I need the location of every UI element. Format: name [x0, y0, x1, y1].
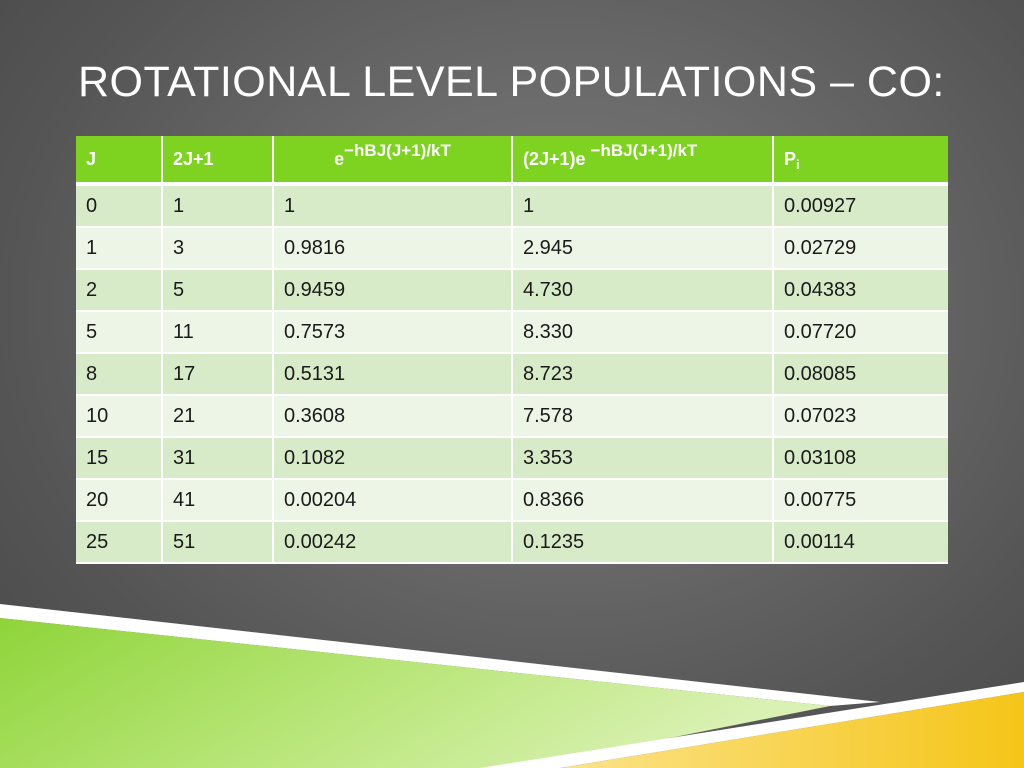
cell-degeneracy: 5: [162, 269, 274, 312]
table-header-row: J 2J+1 e−hBJ(J+1)/kT (2J+1)e −hBJ(J+1)/k…: [76, 136, 948, 186]
green-stripe: [0, 618, 830, 768]
cell-population: 0.02729: [773, 227, 948, 270]
cell-population: 0.00114: [773, 521, 948, 564]
yellow-stripe: [560, 692, 1024, 768]
table-row: 20 41 0.00204 0.8366 0.00775: [76, 479, 948, 522]
cell-degeneracy: 11: [162, 311, 274, 354]
cell-population: 0.07023: [773, 395, 948, 438]
cell-weighted-factor: 7.578: [512, 395, 774, 438]
slide-title: ROTATIONAL LEVEL POPULATIONS – CO:: [78, 58, 945, 106]
table-row: 8 17 0.5131 8.723 0.08085: [76, 353, 948, 396]
cell-degeneracy: 17: [162, 353, 274, 396]
cell-boltzmann-factor: 0.3608: [273, 395, 513, 438]
cell-population: 0.00927: [773, 184, 948, 228]
cell-j: 2: [76, 269, 163, 312]
cell-j: 25: [76, 521, 163, 564]
cell-degeneracy: 31: [162, 437, 274, 480]
population-table: J 2J+1 e−hBJ(J+1)/kT (2J+1)e −hBJ(J+1)/k…: [76, 136, 948, 564]
white-stripe-upper: [0, 604, 880, 706]
cell-boltzmann-factor: 0.00204: [273, 479, 513, 522]
cell-boltzmann-factor: 0.1082: [273, 437, 513, 480]
cell-weighted-factor: 0.8366: [512, 479, 774, 522]
cell-boltzmann-factor: 0.00242: [273, 521, 513, 564]
cell-weighted-factor: 1: [512, 184, 774, 228]
cell-degeneracy: 3: [162, 227, 274, 270]
cell-degeneracy: 21: [162, 395, 274, 438]
cell-weighted-factor: 4.730: [512, 269, 774, 312]
cell-population: 0.08085: [773, 353, 948, 396]
cell-j: 20: [76, 479, 163, 522]
cell-boltzmann-factor: 1: [273, 184, 513, 228]
cell-population: 0.00775: [773, 479, 948, 522]
header-j: J: [76, 136, 163, 186]
header-boltzmann-factor: e−hBJ(J+1)/kT: [273, 136, 513, 186]
cell-population: 0.04383: [773, 269, 948, 312]
cell-j: 0: [76, 184, 163, 228]
cell-weighted-factor: 0.1235: [512, 521, 774, 564]
cell-j: 1: [76, 227, 163, 270]
header-weighted-factor: (2J+1)e −hBJ(J+1)/kT: [512, 136, 774, 186]
cell-j: 5: [76, 311, 163, 354]
table-row: 2 5 0.9459 4.730 0.04383: [76, 269, 948, 312]
table-row: 25 51 0.00242 0.1235 0.00114: [76, 521, 948, 564]
table-row: 10 21 0.3608 7.578 0.07023: [76, 395, 948, 438]
table-row: 5 11 0.7573 8.330 0.07720: [76, 311, 948, 354]
cell-weighted-factor: 8.723: [512, 353, 774, 396]
table-row: 1 3 0.9816 2.945 0.02729: [76, 227, 948, 270]
cell-weighted-factor: 3.353: [512, 437, 774, 480]
cell-weighted-factor: 2.945: [512, 227, 774, 270]
header-population: Pi: [773, 136, 948, 186]
cell-degeneracy: 51: [162, 521, 274, 564]
cell-population: 0.07720: [773, 311, 948, 354]
cell-boltzmann-factor: 0.9459: [273, 269, 513, 312]
cell-j: 10: [76, 395, 163, 438]
cell-boltzmann-factor: 0.9816: [273, 227, 513, 270]
cell-degeneracy: 1: [162, 184, 274, 228]
cell-population: 0.03108: [773, 437, 948, 480]
cell-boltzmann-factor: 0.7573: [273, 311, 513, 354]
cell-weighted-factor: 8.330: [512, 311, 774, 354]
cell-j: 8: [76, 353, 163, 396]
white-stripe-lower: [480, 682, 1024, 768]
table-row: 0 1 1 1 0.00927: [76, 184, 948, 228]
header-degeneracy: 2J+1: [162, 136, 274, 186]
table-row: 15 31 0.1082 3.353 0.03108: [76, 437, 948, 480]
cell-boltzmann-factor: 0.5131: [273, 353, 513, 396]
cell-j: 15: [76, 437, 163, 480]
cell-degeneracy: 41: [162, 479, 274, 522]
